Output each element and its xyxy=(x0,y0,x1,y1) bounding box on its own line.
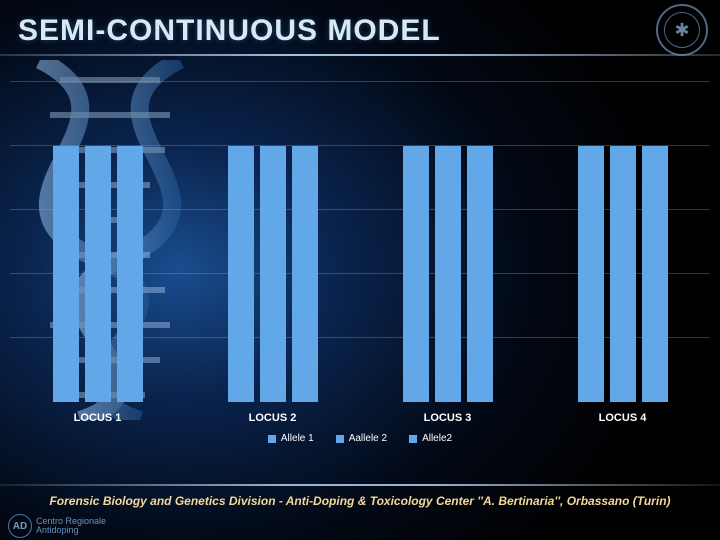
legend-item: Allele2 xyxy=(409,433,452,444)
bar xyxy=(610,146,636,402)
bar xyxy=(85,146,111,402)
footer-text: Forensic Biology and Genetics Division -… xyxy=(0,494,720,508)
legend-swatch xyxy=(336,435,344,443)
bar xyxy=(578,146,604,402)
legend-item: Allele 1 xyxy=(268,433,314,444)
legend-label: Aallele 2 xyxy=(349,433,387,444)
bar xyxy=(467,146,493,402)
bar xyxy=(292,146,318,402)
bar xyxy=(260,146,286,402)
locus-group: LOCUS 2 xyxy=(228,82,318,402)
footer-divider xyxy=(0,484,720,486)
bar xyxy=(228,146,254,402)
footer-logo: AD Centro Regionale Antidoping xyxy=(8,514,106,538)
title-bar: SEMI-CONTINUOUS MODEL ✱ xyxy=(0,0,720,62)
locus-group: LOCUS 3 xyxy=(403,82,493,402)
locus-label: LOCUS 4 xyxy=(599,412,647,424)
title-underline xyxy=(0,54,720,56)
page-title: SEMI-CONTINUOUS MODEL xyxy=(18,14,441,48)
bar xyxy=(53,146,79,402)
legend-label: Allele 1 xyxy=(281,433,314,444)
bar xyxy=(403,146,429,402)
bar xyxy=(435,146,461,402)
chart-legend: Allele 1 Aallele 2 Allele2 xyxy=(0,433,720,444)
locus-label: LOCUS 1 xyxy=(74,412,122,424)
legend-label: Allele2 xyxy=(422,433,452,444)
legend-swatch xyxy=(409,435,417,443)
locus-group: LOCUS 1 xyxy=(53,82,143,402)
bar xyxy=(642,146,668,402)
locus-label: LOCUS 2 xyxy=(249,412,297,424)
seal-icon: ✱ xyxy=(656,4,708,56)
bar-chart: LOCUS 1 LOCUS 2 LOCUS 3 LOCUS 4 Allele 1 Aal… xyxy=(0,62,720,472)
bar xyxy=(117,146,143,402)
seal-inner-glyph: ✱ xyxy=(664,12,700,48)
locus-group: LOCUS 4 xyxy=(578,82,668,402)
legend-swatch xyxy=(268,435,276,443)
footer: Forensic Biology and Genetics Division -… xyxy=(0,484,720,540)
footer-logo-text: Centro Regionale Antidoping xyxy=(36,517,106,536)
footer-logo-mark: AD xyxy=(8,514,32,538)
legend-item: Aallele 2 xyxy=(336,433,387,444)
locus-label: LOCUS 3 xyxy=(424,412,472,424)
chart-bars-row: LOCUS 1 LOCUS 2 LOCUS 3 LOCUS 4 xyxy=(10,82,710,402)
